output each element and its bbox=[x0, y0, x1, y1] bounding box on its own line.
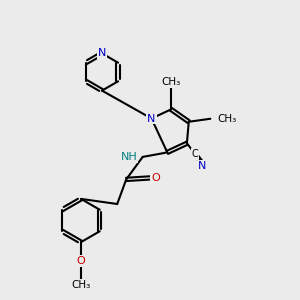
Text: N: N bbox=[147, 113, 156, 124]
Text: N: N bbox=[198, 161, 206, 171]
Text: C: C bbox=[192, 149, 199, 159]
Text: CH₃: CH₃ bbox=[161, 77, 181, 87]
Text: CH₃: CH₃ bbox=[71, 280, 91, 290]
Text: O: O bbox=[76, 256, 85, 266]
Text: CH₃: CH₃ bbox=[218, 114, 237, 124]
Text: O: O bbox=[151, 173, 160, 183]
Text: N: N bbox=[98, 48, 106, 59]
Text: NH: NH bbox=[121, 152, 137, 162]
